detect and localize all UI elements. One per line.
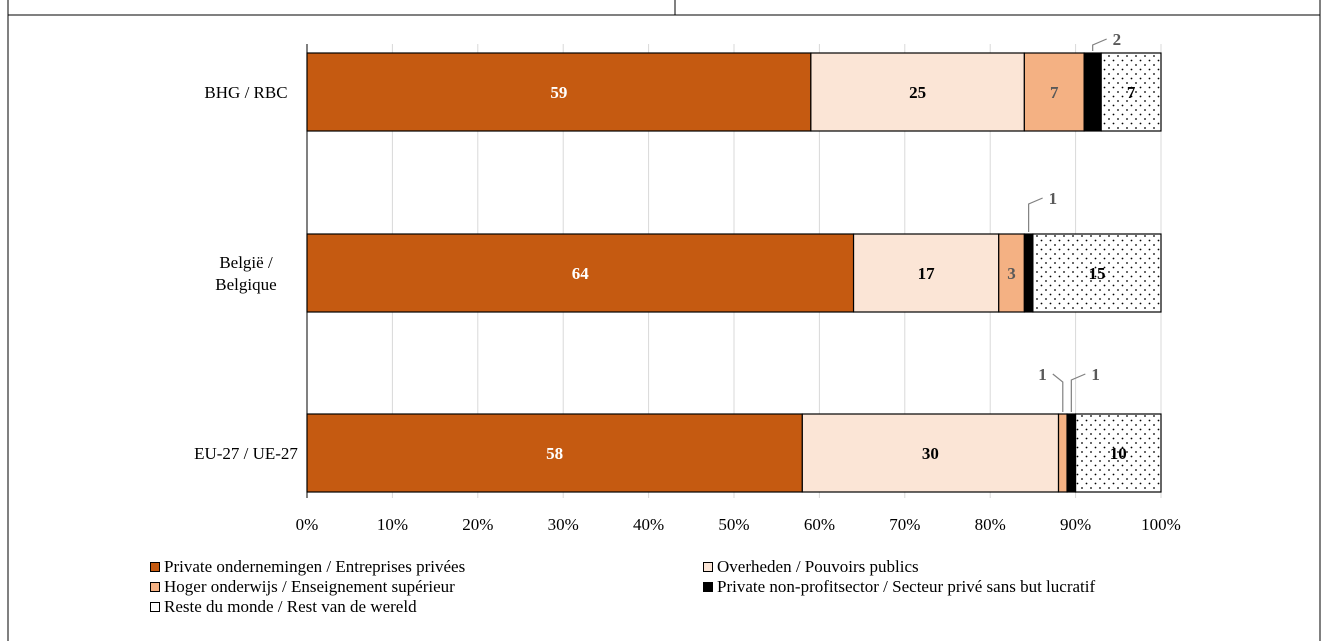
frame-lines [7,0,1321,641]
bar-segment [1083,52,1102,132]
bar-segment [1023,233,1034,313]
legend-label: Overheden / Pouvoirs publics [717,557,919,576]
legend-item: Reste du monde / Rest van de wereld [150,597,417,616]
category-label: Belgique [215,275,276,294]
bar-segment [998,233,1025,313]
bar-segment [1023,52,1085,132]
data-label: 30 [922,444,939,463]
data-label: 7 [1050,83,1059,102]
bar-segment [852,233,1000,313]
legend-item: Private ondernemingen / Entreprises priv… [150,557,465,576]
callout-label: 1 [1038,365,1047,384]
data-label: 7 [1127,83,1136,102]
bars [306,52,1162,493]
bar-segment [306,233,855,313]
data-label: 17 [918,264,936,283]
data-label: 58 [546,444,563,463]
x-tick-label: 20% [462,515,493,534]
category-label: BHG / RBC [204,83,287,102]
callout-leader [1092,38,1107,51]
bar-segment [1032,233,1162,313]
legend-swatch [150,601,160,612]
data-label: 3 [1007,264,1016,283]
x-tick-label: 60% [804,515,835,534]
legend-swatch [703,561,713,572]
bar-segment [1057,413,1068,493]
bar-segment [801,413,1060,493]
x-tick-label: 90% [1060,515,1091,534]
callout-label: 1 [1091,365,1100,384]
legend-swatch [150,581,160,592]
category-label: EU-27 / UE-27 [194,444,298,463]
callout-leader [1070,373,1086,412]
legend-item: Hoger onderwijs / Enseignement supérieur [150,577,455,596]
x-tick-label: 100% [1141,515,1181,534]
legend-label: Private non-profitsector / Secteur privé… [717,577,1096,596]
bar-segment [1100,52,1162,132]
x-tick-label: 0% [296,515,319,534]
x-tick-label: 70% [889,515,920,534]
legend-label: Hoger onderwijs / Enseignement supérieur [164,577,455,596]
callout-label: 2 [1113,30,1122,49]
bar-segment [1074,413,1162,493]
bar-segment [306,413,803,493]
data-label: 10 [1110,444,1127,463]
callout-label: 1 [1049,189,1058,208]
data-labels: 59 25 7 7 64 17 3 15 58 30 10 [546,83,1136,463]
data-label: 25 [909,83,926,102]
x-tick-label: 30% [548,515,579,534]
legend-item: Overheden / Pouvoirs publics [703,557,919,576]
callout-labels: 2 1 1 1 [1028,30,1122,412]
data-label: 59 [550,83,567,102]
legend-label: Private ondernemingen / Entreprises priv… [164,557,466,576]
category-label: België / [219,253,273,272]
bar-segment [1066,413,1077,493]
data-label: 15 [1088,264,1105,283]
legend-item: Private non-profitsector / Secteur privé… [703,577,1095,596]
x-tick-label: 50% [718,515,749,534]
x-tick-label: 10% [377,515,408,534]
legend-swatch [150,561,160,572]
x-tick-label: 40% [633,515,664,534]
axis: 0% 10% 20% 30% 40% 50% 60% 70% 80% 90% 100% BHG / R… [194,44,1181,534]
x-tick-label: 80% [975,515,1006,534]
legend-swatch [703,581,713,592]
bar-segment [306,52,812,132]
bar-segment [810,52,1025,132]
callout-leader [1052,373,1064,412]
legend-label: Reste du monde / Rest van de wereld [164,597,417,616]
data-label: 64 [572,264,590,283]
callout-leader [1028,197,1043,232]
